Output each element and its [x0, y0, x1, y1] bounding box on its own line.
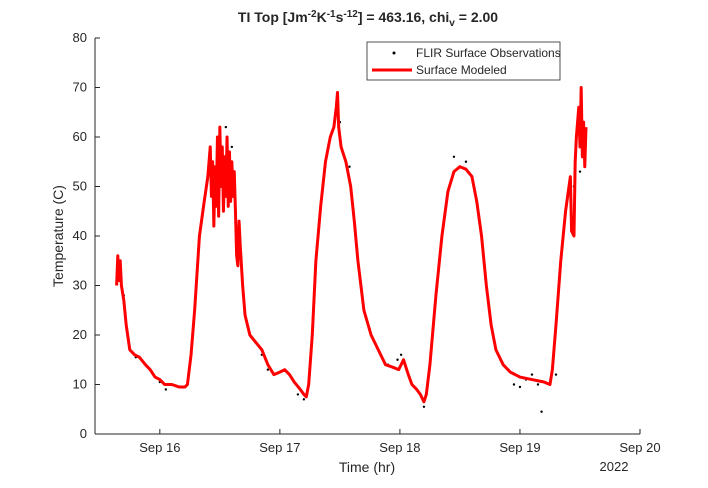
x-axis-label: Time (hr): [339, 459, 395, 475]
title-part: v: [449, 18, 455, 29]
x-tick-label: Sep 19: [499, 440, 540, 455]
observation-point: [452, 155, 456, 158]
observation-point: [224, 125, 228, 129]
x-tick-label: Sep 18: [379, 440, 420, 455]
observation-point: [554, 373, 558, 376]
y-tick-label: 20: [73, 327, 87, 342]
legend-label: FLIR Surface Observations: [416, 46, 561, 60]
title-part: = 2.00: [455, 9, 498, 25]
chart-title: TI Top [Jm-2K-1s-12] = 463.16, chiv = 2.…: [238, 9, 498, 29]
y-tick-label: 70: [73, 80, 87, 95]
observation-point: [164, 388, 168, 391]
x-tick-label: Sep 16: [139, 440, 180, 455]
y-tick-label: 30: [73, 278, 87, 293]
observation-point: [578, 170, 582, 173]
title-part: s: [336, 9, 344, 25]
observation-point: [296, 393, 300, 396]
y-tick-label: 10: [73, 377, 87, 392]
legend-marker: [392, 51, 396, 55]
y-tick-label: 50: [73, 179, 87, 194]
observation-point: [422, 405, 426, 408]
y-tick-label: 0: [80, 426, 87, 441]
observation-point: [302, 398, 306, 401]
title-part: K: [317, 9, 327, 25]
y-tick-label: 60: [73, 129, 87, 144]
legend-label: Surface Modeled: [416, 63, 507, 77]
observation-point: [230, 145, 234, 149]
observation-point: [536, 383, 540, 386]
observation-point: [512, 383, 516, 386]
observation-point: [540, 410, 543, 413]
title-part: ] = 463.16, chi: [358, 9, 449, 25]
x-tick-label: Sep 17: [259, 440, 300, 455]
title-part: -12: [343, 9, 358, 20]
title-part: -1: [327, 9, 336, 20]
y-axis-label: Temperature (C): [50, 185, 66, 287]
observation-point: [396, 358, 399, 361]
title-part: TI Top [Jm: [238, 9, 308, 25]
y-tick-label: 80: [73, 30, 87, 45]
x-year-label: 2022: [600, 459, 629, 474]
observation-point: [399, 353, 403, 356]
observation-point: [464, 160, 468, 163]
legend-box: [366, 41, 561, 81]
observation-point: [530, 373, 534, 376]
observation-point: [266, 368, 270, 371]
observation-point: [518, 385, 522, 389]
y-tick-label: 40: [73, 228, 87, 243]
observation-point: [348, 165, 351, 168]
x-tick-label: Sep 20: [619, 440, 660, 455]
model-line: [115, 86, 588, 404]
title-part: -2: [308, 9, 317, 20]
